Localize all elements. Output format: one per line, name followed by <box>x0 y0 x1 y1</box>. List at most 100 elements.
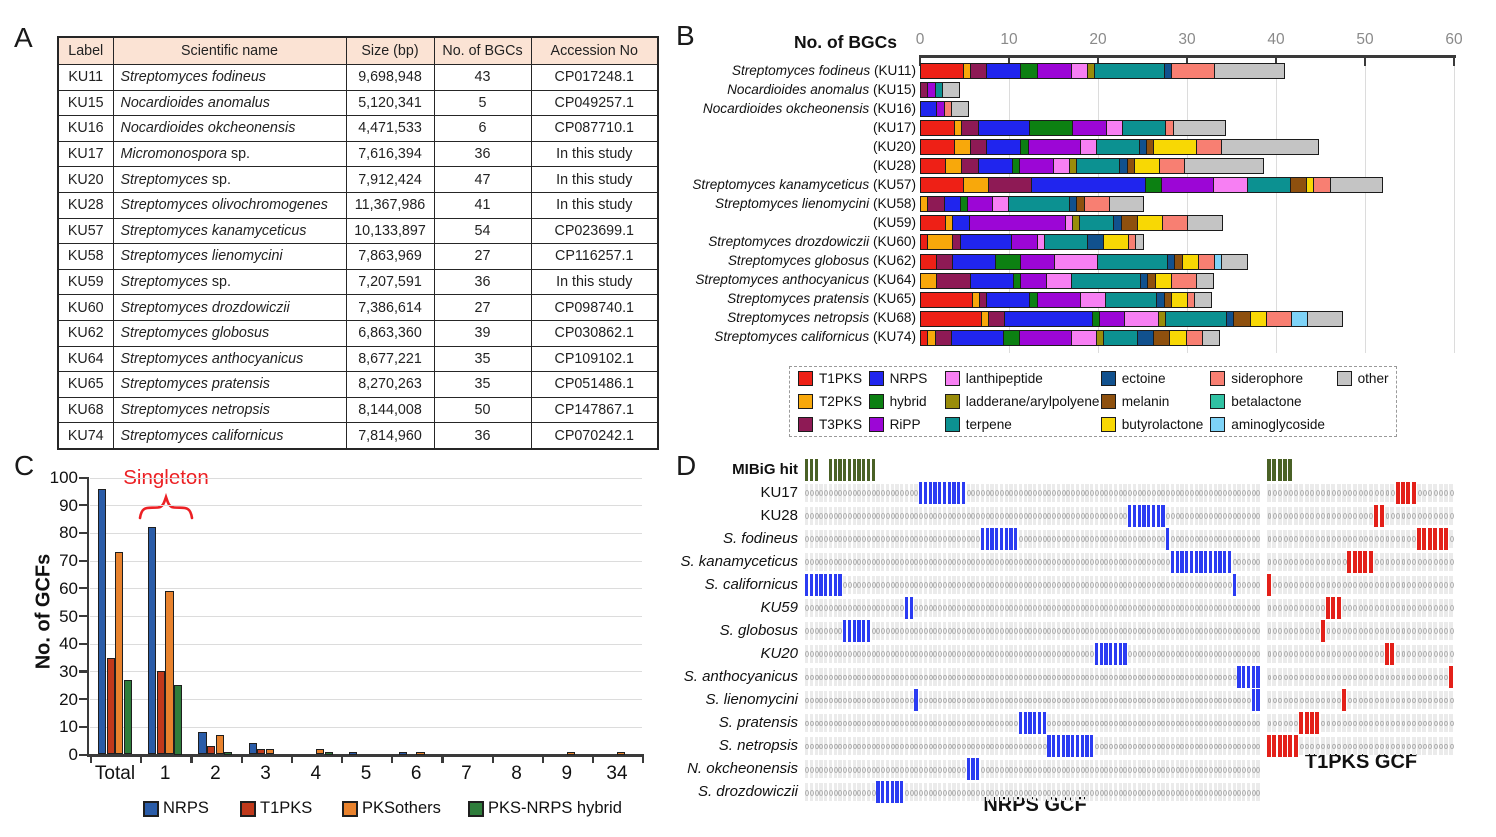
gcf-cell <box>1018 529 1024 548</box>
t1pks-gcf-row <box>1267 527 1455 550</box>
gcf-cell <box>1161 483 1166 502</box>
legend-swatch <box>1336 371 1352 386</box>
gcf-cell <box>809 483 815 502</box>
gcf-cell <box>819 552 824 571</box>
gcf-cell <box>1099 529 1105 548</box>
bar-row-label: (KU59) <box>640 215 916 230</box>
gcf-cell <box>1406 575 1411 594</box>
gcf-cell <box>1228 461 1231 479</box>
gcf-cell <box>1075 691 1081 709</box>
bar-segment-lanthipeptide <box>1079 291 1107 308</box>
gcf-cell <box>957 667 962 686</box>
gcf-cell <box>1256 461 1259 479</box>
gcf-cell <box>1071 644 1076 663</box>
gcf-cell <box>1304 506 1310 525</box>
gcf-cell <box>1449 714 1454 733</box>
gcf-cell <box>1390 737 1395 756</box>
x-axis-tick <box>541 754 544 763</box>
gcf-cell <box>809 598 815 617</box>
gcf-cell <box>1109 667 1114 686</box>
gcf-cell <box>1237 621 1242 640</box>
gcf-cell <box>938 552 943 571</box>
bar-segment-butyrolactone <box>1170 291 1189 308</box>
table-row: KU65 Streptomyces pratensis 8,270,263 35 CP0… <box>57 371 659 398</box>
gcf-cell <box>1277 735 1282 758</box>
gcf-cell <box>952 760 957 779</box>
species-name: Streptomyces drozdowiczii <box>708 233 870 249</box>
gcf-cell <box>1352 575 1358 594</box>
gcf-cell <box>1223 529 1228 548</box>
gcf-cell <box>1331 506 1336 525</box>
gcf-cell <box>847 691 853 709</box>
gcf-cell <box>857 575 862 594</box>
gcf-cell <box>838 691 843 709</box>
matrix-row-label: S. anthocyanicus <box>683 667 798 685</box>
table-cell: 8,144,008 <box>345 396 435 424</box>
table-cell: 7,814,960 <box>345 422 435 450</box>
gcf-cell <box>999 552 1005 571</box>
bar-segment-siderophore <box>1162 215 1189 232</box>
gcf-cell <box>828 458 833 481</box>
gcf-cell <box>1433 575 1438 594</box>
axis-tick-label: 10 <box>1000 31 1018 48</box>
gcf-cell <box>942 760 948 779</box>
y-axis-line <box>86 477 89 756</box>
gcf-cell <box>999 667 1005 686</box>
bar-row-label: Streptomyces kanamyceticus (KU57) <box>640 177 916 192</box>
gcf-cell <box>1156 483 1162 502</box>
gcf-cell <box>828 598 834 617</box>
gcf-cell <box>914 575 919 594</box>
gcf-cell <box>1204 461 1207 479</box>
gcf-cell <box>1277 667 1283 686</box>
gcf-cell <box>928 760 934 779</box>
species-name: Streptomyces californicus <box>714 329 870 345</box>
gcf-cell <box>971 529 976 548</box>
gcf-cell <box>1151 691 1157 709</box>
gcf-cell <box>819 783 824 802</box>
gcf-cell <box>1363 644 1368 663</box>
legend-column: ectoine melanin butyrolactone <box>1100 371 1211 432</box>
gcf-cell <box>1242 575 1247 594</box>
species-name: Streptomyces lienomycini <box>120 248 283 265</box>
gcf-cell <box>819 506 824 525</box>
gcf-cell <box>843 529 848 548</box>
gcf-cell <box>1075 598 1081 617</box>
gcf-cell <box>847 619 852 642</box>
gcf-cell <box>1406 714 1411 733</box>
gcf-cell <box>1267 667 1272 686</box>
genome-table-header: Label Scientific name Size (bp) No. of BGCs… <box>57 36 659 65</box>
table-cell: 36 <box>433 422 532 450</box>
gcf-cell <box>1395 575 1401 594</box>
gcf-cell <box>1256 483 1261 502</box>
bar-segment-siderophore <box>1158 158 1186 175</box>
table-cell: 6,863,360 <box>345 319 435 347</box>
gcf-cell <box>1232 644 1238 663</box>
gcf-cell <box>1237 529 1242 548</box>
gcf-cell <box>1288 529 1293 548</box>
bar-segment-other <box>1213 63 1286 79</box>
gcf-cell <box>1237 575 1242 594</box>
bar-row-label: Streptomyces fodineus (KU11) <box>640 63 916 78</box>
bar-segment-NRPS <box>943 196 962 213</box>
gcf-cell <box>805 598 810 617</box>
gcf-cell <box>1156 737 1162 756</box>
gcf-cell <box>999 506 1005 525</box>
gridline-horizontal <box>90 532 642 534</box>
gcf-cell <box>957 481 961 504</box>
gcf-cell <box>1315 575 1320 594</box>
bar-segment-RiPP <box>1036 63 1073 79</box>
gcf-cell <box>980 760 986 779</box>
gcf-cell <box>1194 644 1200 663</box>
y-tick-label: 30 <box>59 661 78 681</box>
gcf-cell <box>1004 691 1010 709</box>
gcf-cell <box>895 598 900 617</box>
gcf-cell <box>809 667 815 686</box>
gcf-cell <box>1320 691 1326 709</box>
gcf-cell <box>966 506 972 525</box>
bar-segment-siderophore <box>1185 329 1204 346</box>
gcf-cell <box>1113 552 1119 571</box>
gcf-cell <box>1227 506 1233 525</box>
legend-swatch <box>798 371 813 386</box>
gcf-cell <box>900 737 905 756</box>
gcf-cell <box>1113 714 1119 733</box>
